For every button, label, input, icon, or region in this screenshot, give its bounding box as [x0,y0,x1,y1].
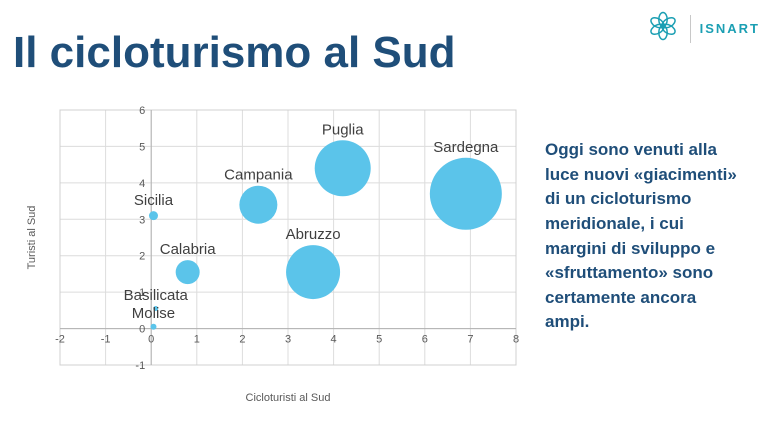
bubble-calabria [175,260,200,285]
x-tick-label: 3 [285,334,291,346]
y-tick-label: 5 [139,141,145,153]
x-tick-label: 6 [422,334,428,346]
bubble-label-basilicata: Basilicata [124,287,189,304]
x-tick-label: 0 [148,334,154,346]
bubble-label-sardegna: Sardegna [433,139,499,156]
y-tick-label: 6 [139,105,145,117]
y-axis-title: Turisti al Sud [26,206,38,270]
isnart-logo-icon [645,8,681,49]
x-tick-label: 8 [513,334,519,346]
bubble-sardegna [429,157,502,230]
x-tick-label: 2 [239,334,245,346]
x-tick-label: -2 [55,334,65,346]
brand-divider [689,14,691,43]
brand-name: ISNART [699,21,760,36]
bubble-basilicata [153,306,159,312]
x-tick-label: 4 [331,334,337,346]
commentary-text: Oggi sono venuti alla luce nuovi «giacim… [545,140,737,332]
bubble-label-puglia: Puglia [322,121,364,138]
bubble-label-sicilia: Sicilia [134,192,174,209]
bubble-chart-svg: -2 -1 0 1 2 3 4 5 6 7 8 -1 0 1 2 3 4 5 6 Cicloturisti al Su… [26,105,519,404]
y-tick-label: 2 [139,251,145,263]
bubble-label-calabria: Calabria [160,241,217,258]
plot-border [59,109,517,366]
x-tick-label: 1 [194,334,200,346]
bubble-label-campania: Campania [224,167,293,184]
bubble-puglia [314,140,371,197]
y-tick-label: 0 [139,324,145,336]
bubble-sicilia [148,211,158,221]
y-tick-label: 3 [139,214,145,226]
bubble-campania [239,185,278,224]
bubble-abruzzo [286,245,341,300]
bubble-molise [150,323,157,330]
x-tick-label: 5 [376,334,382,346]
bubble-label-molise: Molise [132,305,175,322]
brand: ISNART [645,8,760,49]
x-axis-title: Cicloturisti al Sud [246,392,331,404]
x-tick-label: -1 [101,334,111,346]
bubble-chart: -2 -1 0 1 2 3 4 5 6 7 8 -1 0 1 2 3 4 5 6 Cicloturisti al Su… [24,102,524,407]
y-tick-label: -1 [135,360,145,372]
page-title: Il cicloturismo al Sud [13,28,456,77]
y-tick-label: 4 [139,178,145,190]
y-tick-label: 1 [139,287,145,299]
bubble-label-abruzzo: Abruzzo [286,226,341,243]
x-tick-label: 7 [467,334,473,346]
